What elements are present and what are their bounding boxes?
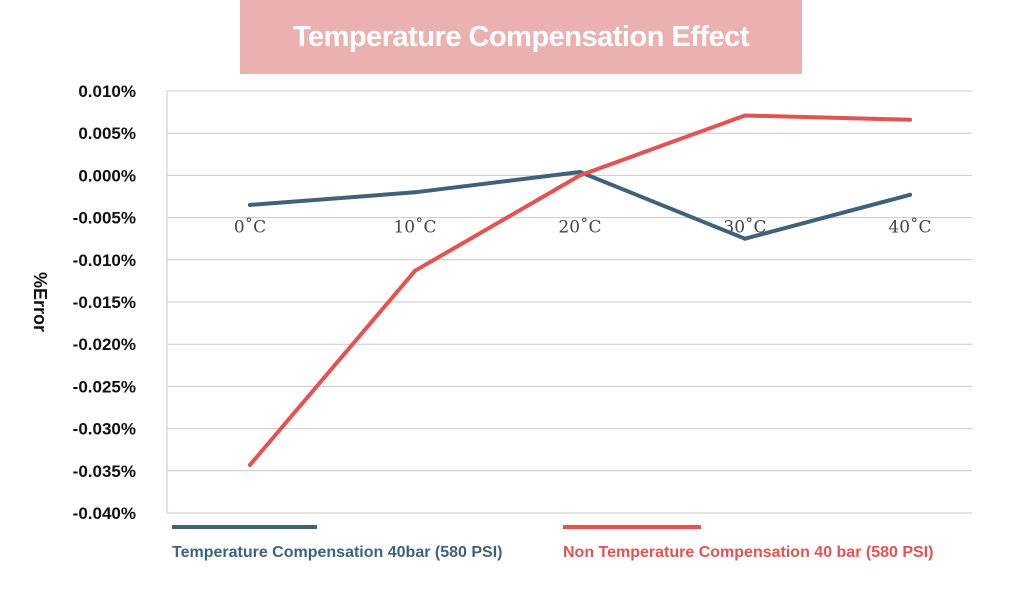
y-tick-label: -0.035%	[73, 462, 136, 481]
data-point	[578, 173, 582, 178]
x-tick-label: 0˚C	[234, 218, 266, 238]
legend-label: Temperature Compensation 40bar (580 PSI)	[172, 544, 502, 561]
y-tick-label: -0.005%	[73, 209, 136, 228]
data-point	[248, 202, 252, 207]
y-tick-label: -0.010%	[73, 251, 136, 270]
chart-title: Temperature Compensation Effect	[240, 0, 802, 74]
data-point	[743, 113, 747, 118]
y-tick-label: -0.025%	[73, 377, 136, 396]
series-line-2	[248, 113, 912, 467]
y-tick-label: 0.005%	[78, 124, 136, 143]
y-tick-label: -0.030%	[73, 420, 136, 439]
y-axis-label: %Error	[30, 272, 50, 332]
data-point	[413, 268, 417, 273]
data-point	[248, 462, 252, 467]
y-tick-label: 0.010%	[78, 82, 136, 101]
data-point	[908, 192, 912, 197]
data-point	[743, 236, 747, 241]
x-tick-label: 40˚C	[888, 218, 931, 238]
y-tick-label: -0.015%	[73, 293, 136, 312]
x-tick-label: 20˚C	[558, 218, 601, 238]
y-tick-label: -0.040%	[73, 504, 136, 523]
y-tick-label: -0.020%	[73, 335, 136, 354]
data-point	[908, 117, 912, 122]
data-point	[413, 190, 417, 195]
x-tick-label: 10˚C	[393, 218, 436, 238]
legend-label: Non Temperature Compensation 40 bar (580…	[563, 544, 933, 561]
y-tick-label: 0.000%	[78, 166, 136, 185]
